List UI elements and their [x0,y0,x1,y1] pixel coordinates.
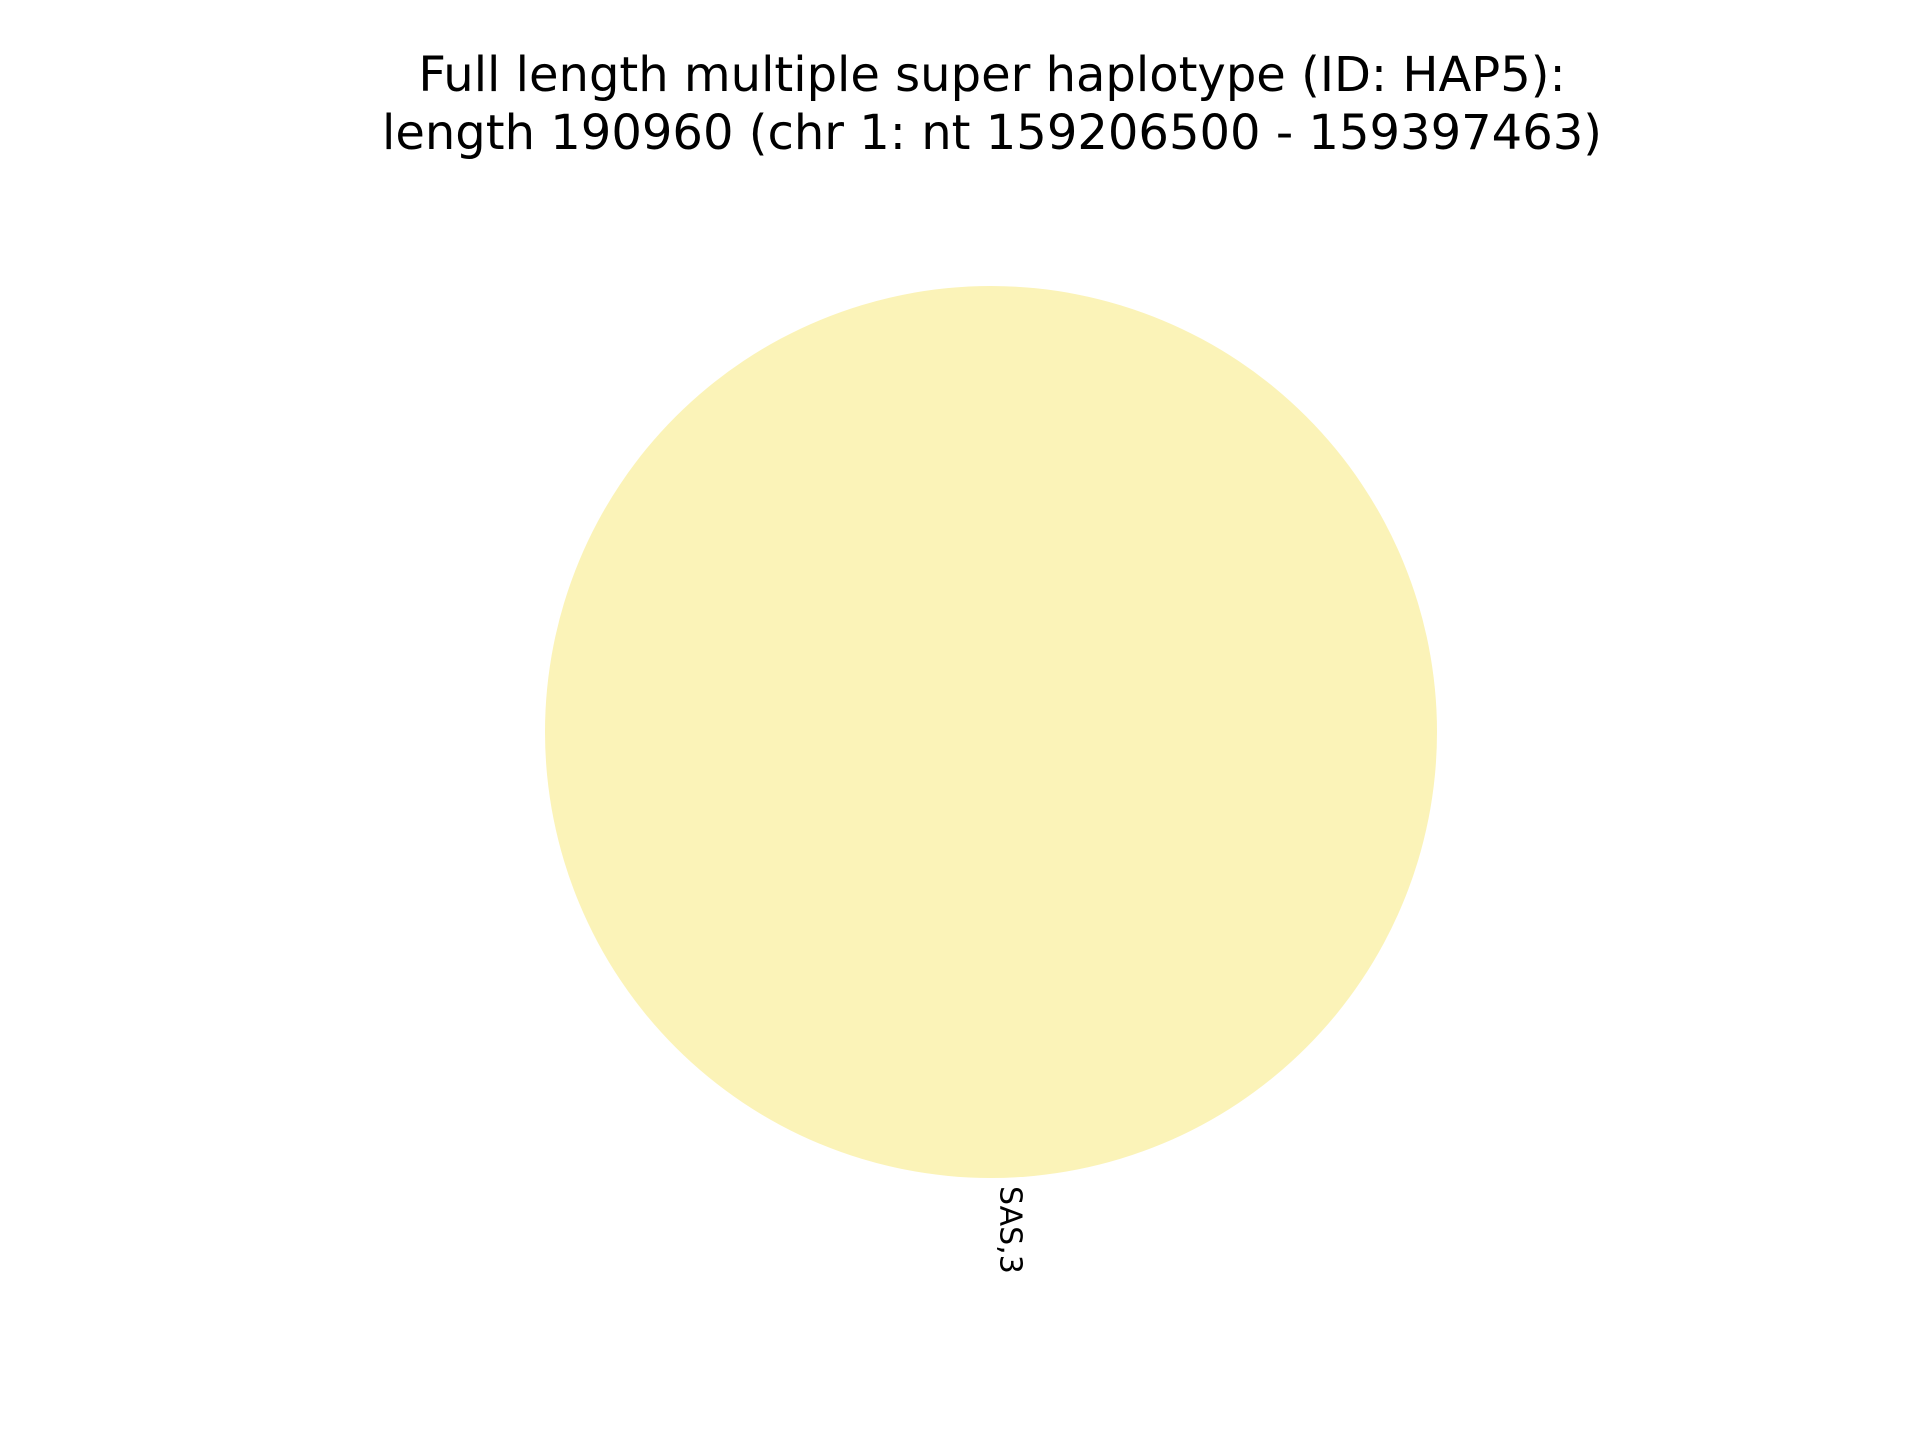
chart-title-line-1: Full length multiple super haplotype (ID… [418,47,1566,103]
pie-slice [545,286,1437,1178]
chart-title-line-2: length 190960 (chr 1: nt 159206500 - 159… [381,105,1602,161]
pie-slice-label: SAS,3 [993,1186,1028,1274]
